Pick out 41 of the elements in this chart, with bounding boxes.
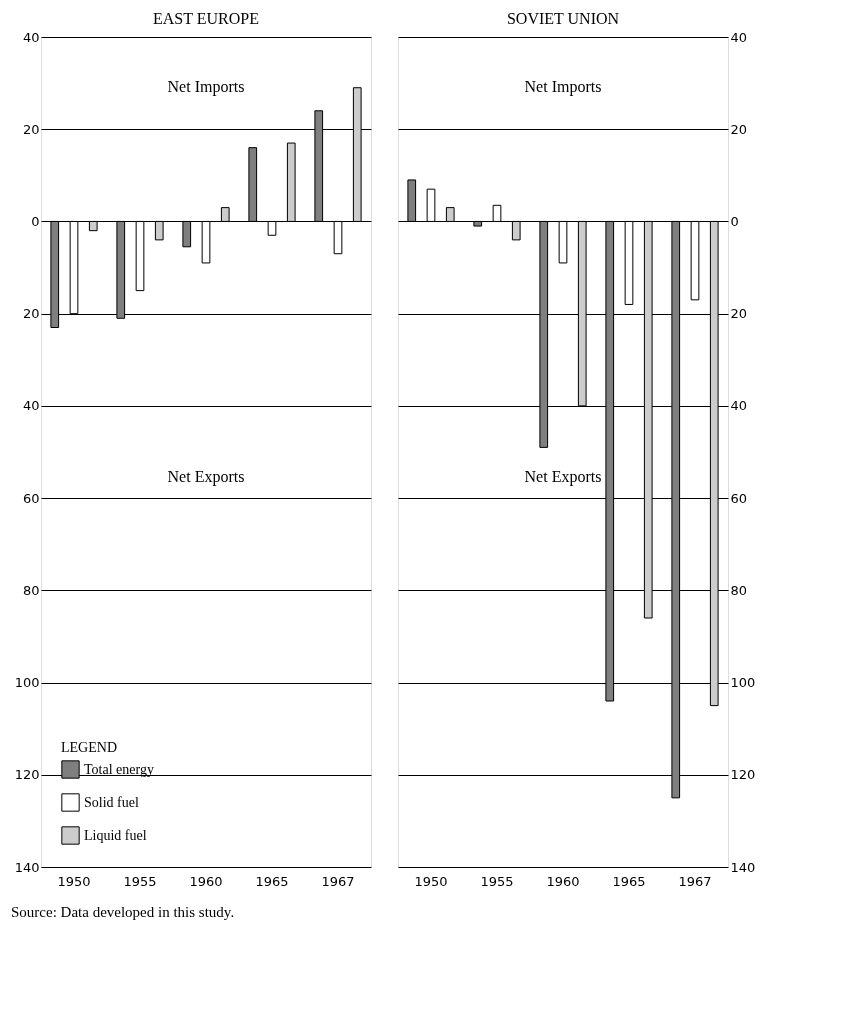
y-tick-label: 0 (31, 213, 40, 229)
chart-title: EAST EUROPE (153, 10, 259, 27)
x-tick-label: 1960 (189, 873, 223, 889)
y-tick-label: 120 (14, 767, 40, 783)
y-tick-label: 60 (22, 490, 40, 506)
x-tick-label: 1967 (321, 873, 355, 889)
y-tick-label: 140 (730, 859, 756, 875)
legend-label: Liquid fuel (84, 827, 147, 843)
annotation: Net Exports (167, 467, 245, 486)
x-tick-label: 1965 (612, 873, 646, 889)
y-tick-label: 100 (730, 675, 756, 691)
y-tick-label: 20 (730, 121, 748, 137)
x-tick-label: 1965 (255, 873, 289, 889)
x-tick-label: 1950 (414, 873, 448, 889)
annotation: Net Imports (524, 77, 602, 96)
y-tick-label: 40 (22, 398, 40, 414)
y-tick-label: 20 (22, 306, 40, 322)
source-note: Source: Data developed in this study. (11, 904, 235, 920)
y-tick-label: 100 (14, 675, 40, 691)
y-tick-label: 120 (730, 767, 756, 783)
x-tick-label: 1950 (57, 873, 91, 889)
legend-title: LEGEND (61, 740, 117, 755)
y-tick-label: 20 (730, 306, 748, 322)
y-tick-label: 40 (730, 29, 748, 45)
legend-label: Total energy (84, 761, 154, 777)
x-tick-label: 1967 (678, 873, 712, 889)
y-tick-label: 0 (730, 213, 739, 229)
legend-label: Solid fuel (84, 794, 139, 810)
x-tick-label: 1955 (123, 873, 157, 889)
y-tick-label: 80 (22, 582, 40, 598)
y-tick-label: 20 (22, 121, 40, 137)
y-tick-label: 140 (14, 859, 40, 875)
y-tick-label: 60 (730, 490, 748, 506)
y-tick-label: 80 (730, 582, 748, 598)
x-tick-label: 1960 (546, 873, 580, 889)
y-tick-label: 40 (730, 398, 748, 414)
chart-title: SOVIET UNION (506, 10, 620, 27)
annotation: Net Exports (524, 467, 602, 486)
annotation: Net Imports (167, 77, 245, 96)
x-tick-label: 1955 (480, 873, 514, 889)
y-tick-label: 40 (22, 29, 40, 45)
